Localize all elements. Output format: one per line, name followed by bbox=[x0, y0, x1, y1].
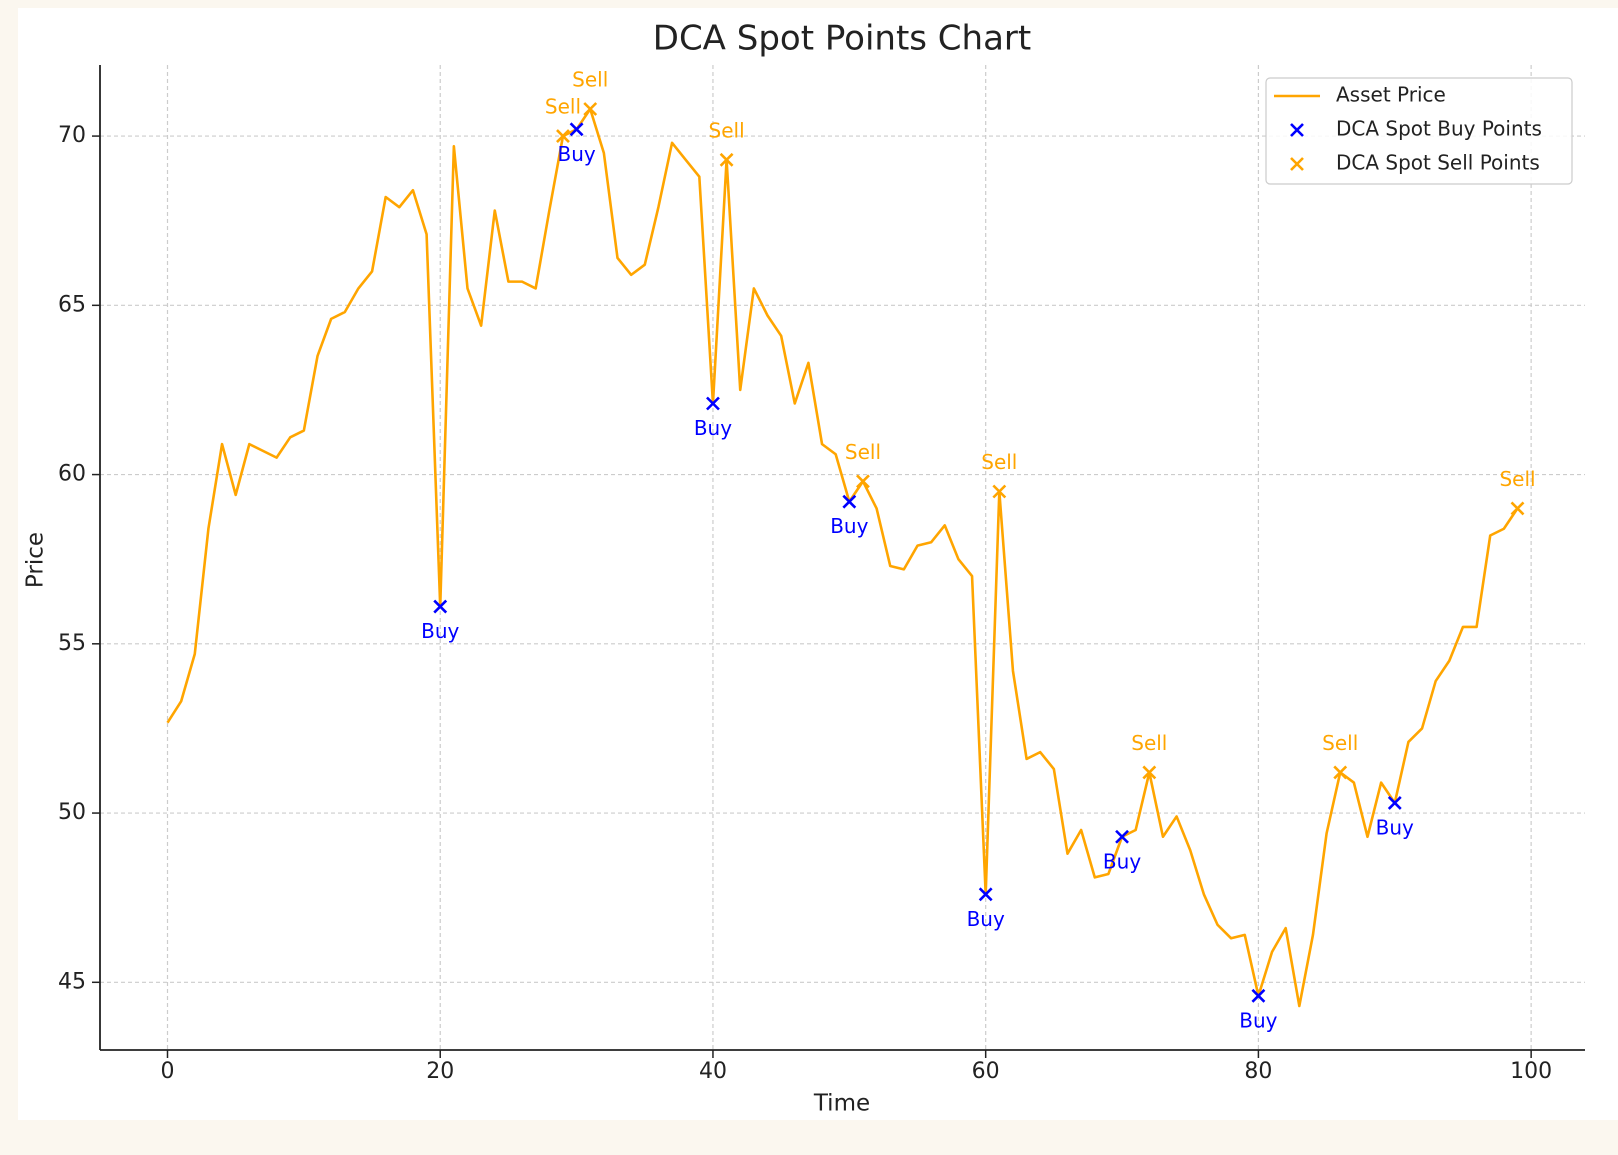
point-label: Sell bbox=[1322, 731, 1358, 755]
legend-label: Asset Price bbox=[1336, 83, 1446, 107]
legend-box bbox=[1265, 77, 1573, 185]
x-marker bbox=[1142, 765, 1157, 780]
y-tick-label: 60 bbox=[58, 462, 86, 487]
x-marker bbox=[583, 102, 598, 116]
x-tick-label: 40 bbox=[699, 1059, 727, 1084]
point-label: Buy bbox=[694, 416, 732, 440]
x-marker bbox=[978, 887, 993, 902]
x-marker bbox=[719, 152, 734, 167]
x-marker bbox=[556, 129, 570, 144]
y-tick-label: 50 bbox=[58, 800, 86, 825]
x-marker bbox=[1251, 988, 1266, 1003]
point-label: Buy bbox=[1103, 849, 1141, 873]
point-label: Sell bbox=[709, 118, 745, 142]
x-marker bbox=[1115, 829, 1129, 844]
x-tick-label: 20 bbox=[426, 1059, 454, 1084]
y-axis-label: Price bbox=[23, 532, 49, 588]
point-label: Sell bbox=[572, 68, 608, 92]
legend-label: DCA Spot Sell Points bbox=[1336, 151, 1540, 175]
x-tick-label: 0 bbox=[161, 1059, 175, 1084]
figure-background bbox=[18, 8, 1618, 1120]
point-label: Sell bbox=[545, 95, 581, 119]
x-tick-label: 60 bbox=[972, 1059, 1000, 1084]
x-marker bbox=[706, 396, 720, 411]
x-marker bbox=[1510, 501, 1525, 516]
point-label: Buy bbox=[421, 619, 459, 643]
x-marker bbox=[433, 599, 448, 614]
x-marker bbox=[992, 484, 1007, 499]
legend-swatch bbox=[1290, 157, 1304, 171]
chart-title: DCA Spot Points Chart bbox=[653, 19, 1031, 59]
x-marker bbox=[842, 494, 857, 509]
y-tick-label: 65 bbox=[58, 292, 86, 317]
x-marker bbox=[569, 122, 584, 137]
y-tick-label: 55 bbox=[58, 631, 86, 656]
x-tick-label: 80 bbox=[1244, 1059, 1272, 1084]
point-label: Sell bbox=[845, 440, 881, 464]
point-label: Buy bbox=[830, 514, 868, 538]
x-marker bbox=[1387, 795, 1402, 810]
point-label: Buy bbox=[1376, 815, 1414, 839]
x-axis-label: Time bbox=[813, 1091, 870, 1117]
point-label: Sell bbox=[1131, 731, 1167, 755]
legend-label: DCA Spot Buy Points bbox=[1336, 117, 1542, 141]
price-line bbox=[166, 107, 1519, 1008]
y-tick-label: 70 bbox=[58, 123, 86, 148]
point-label: Buy bbox=[557, 142, 595, 166]
point-label: Sell bbox=[1499, 467, 1535, 491]
x-tick-label: 100 bbox=[1510, 1059, 1552, 1084]
point-label: Buy bbox=[967, 907, 1005, 931]
legend-swatch bbox=[1290, 123, 1304, 137]
point-label: Sell bbox=[981, 450, 1017, 474]
x-marker bbox=[856, 474, 870, 489]
x-marker bbox=[1333, 765, 1348, 780]
y-tick-label: 45 bbox=[58, 969, 86, 994]
point-label: Buy bbox=[1239, 1008, 1277, 1032]
